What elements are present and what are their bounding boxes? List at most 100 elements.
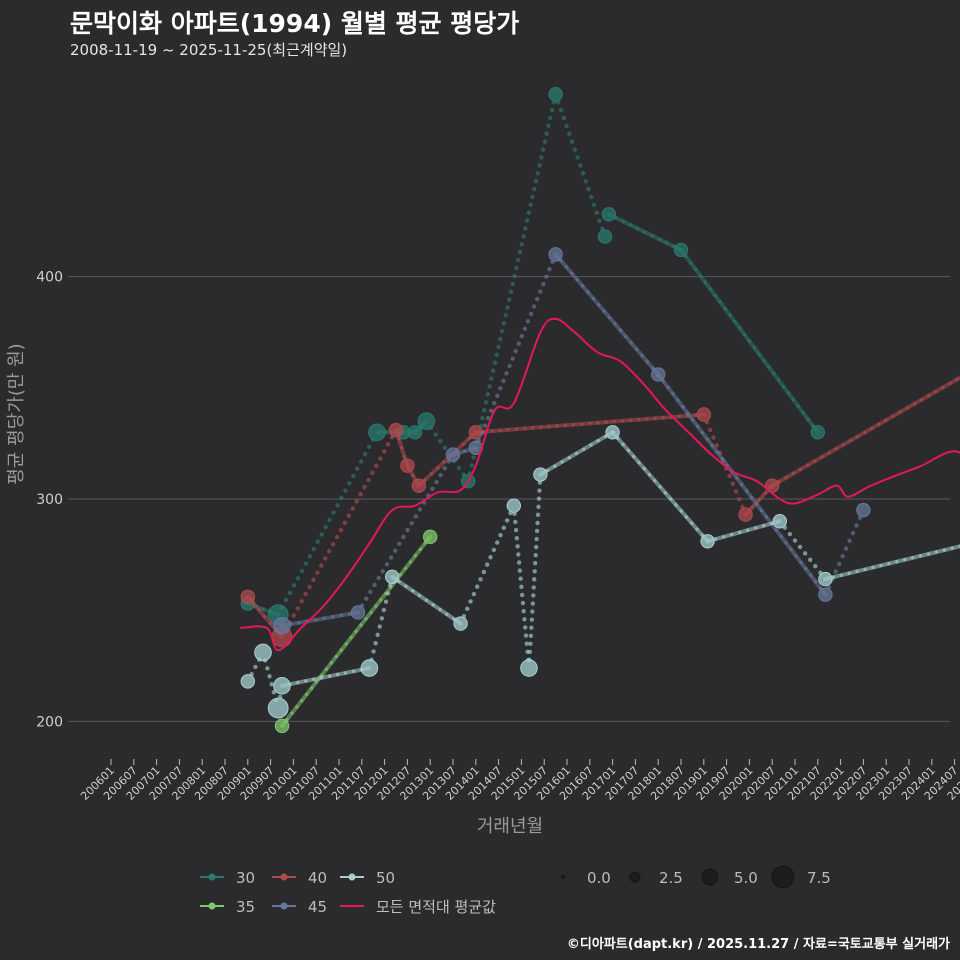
series-segment-40-bead (263, 615, 267, 619)
series-dotted-45 (409, 520, 414, 526)
series-dotted-40 (358, 492, 363, 497)
series-segment-30-bead (757, 352, 761, 356)
series-segment-50 (705, 519, 782, 544)
series-dotted-50 (371, 649, 376, 654)
series-segment-40-bead (841, 443, 845, 447)
series-segment-40-bead (436, 466, 440, 470)
series-dotted-30 (339, 495, 344, 501)
series-segment-50-bead (762, 524, 766, 528)
data-point-50 (520, 659, 538, 677)
series-segment-50-bead (737, 530, 742, 535)
data-point-50 (533, 467, 548, 482)
series-segment-50-bead (770, 521, 774, 526)
series-dotted-30 (315, 539, 320, 544)
series-segment-40-bead (628, 418, 633, 422)
series-dotted-40 (334, 534, 340, 540)
series-segment-45-bead (720, 456, 724, 461)
series-segment-50-bead (304, 679, 308, 683)
series-dotted-30 (583, 179, 588, 184)
series-segment-45-bead (774, 528, 778, 532)
series-dotted-45 (531, 304, 537, 309)
size-legend-key (629, 871, 641, 883)
series-segment-35-bead (300, 698, 304, 703)
series-segment-35-bead (374, 604, 378, 608)
series-segment-45-bead (671, 392, 675, 396)
series-segment-40-bead (555, 424, 559, 428)
series-segment-40-bead (763, 491, 768, 495)
series-segment-45-bead (645, 360, 650, 364)
series-dotted-40 (323, 556, 328, 561)
series-segment-35-bead (344, 642, 348, 646)
series-dotted-40 (382, 449, 387, 454)
series-segment-50-bead (887, 561, 891, 566)
series-segment-45-bead (715, 450, 719, 454)
series-dotted-30 (533, 178, 539, 184)
series-segment-30-bead (796, 404, 800, 408)
series-segment-40-bead (870, 426, 874, 431)
series-dotted-50 (516, 560, 522, 565)
series-segment-50-bead (871, 565, 875, 570)
series-dotted-45 (538, 289, 543, 294)
series-segment-45-bead (602, 309, 606, 313)
series-segment-35-bead (398, 572, 403, 577)
series-segment-30-bead (718, 300, 722, 304)
y-tick-label: 400 (36, 270, 63, 286)
series-segment-40-bead (257, 608, 261, 612)
legend-key-dot-50 (348, 873, 356, 881)
series-segment-45-bead (586, 290, 590, 294)
series-dotted-30 (327, 517, 332, 523)
series-segment-40-bead (757, 498, 761, 502)
series-segment-50-bead (879, 563, 883, 568)
series-dotted-50 (530, 601, 535, 606)
series-segment-50-bead (596, 439, 600, 443)
data-point-45 (818, 587, 833, 602)
series-dotted-45 (510, 356, 515, 361)
series-dotted-40 (330, 541, 336, 547)
series-dotted-50 (533, 544, 539, 550)
series-segment-45-bead (808, 573, 813, 577)
data-point-45 (273, 616, 291, 635)
size-legend-label: 2.5 (659, 869, 683, 887)
series-segment-40-bead (955, 377, 959, 382)
series-segment-45 (280, 610, 360, 628)
series-dotted-30 (512, 273, 517, 279)
series-segment-40-bead (531, 426, 535, 430)
series-segment-50-bead (934, 550, 939, 554)
series-dotted-50 (529, 617, 535, 622)
series-dotted-50 (519, 592, 525, 598)
series-dotted-50 (515, 544, 520, 549)
size-legend-label: 7.5 (807, 869, 831, 887)
series-segment-30-bead (693, 267, 698, 272)
series-dotted-30 (319, 532, 324, 537)
series-segment-30-bead (728, 313, 732, 317)
series-segment-30-bead (703, 280, 708, 285)
series-segment-50-bead (582, 447, 586, 451)
series-dotted-45 (854, 523, 859, 528)
series-segment-50-bead (918, 554, 923, 558)
series-segment-45-bead (794, 554, 798, 558)
series-segment-40-bead (820, 455, 824, 459)
series-dotted-30 (469, 463, 474, 468)
series-segment-40-bead (400, 446, 404, 450)
series-dotted-30 (503, 313, 508, 318)
series-dotted-40 (362, 484, 367, 490)
series-segment-45-bead (570, 271, 574, 276)
series-segment-40-bead (948, 381, 952, 386)
chart-subtitle: 2008-11-19 ~ 2025-11-25(최근계약일) (70, 41, 348, 59)
series-segment-40-bead (588, 421, 592, 426)
series-segment-30-bead (657, 237, 662, 241)
series-dotted-50 (375, 632, 380, 638)
series-dotted-30 (546, 123, 551, 129)
series-dotted-40 (378, 456, 383, 461)
series-segment-40-bead (862, 430, 867, 435)
series-dotted-30 (433, 432, 438, 437)
series-segment-35-bead (305, 692, 309, 697)
series-segment-50-bead (695, 527, 699, 531)
series-dotted-40 (291, 613, 296, 618)
data-point-50 (605, 425, 620, 440)
series-dotted-50 (530, 609, 535, 614)
series-segment-40-bead (522, 426, 527, 431)
series-segment-45-bead (745, 489, 749, 493)
series-segment-30-bead (752, 345, 756, 350)
series-segment-50-bead (626, 448, 631, 453)
